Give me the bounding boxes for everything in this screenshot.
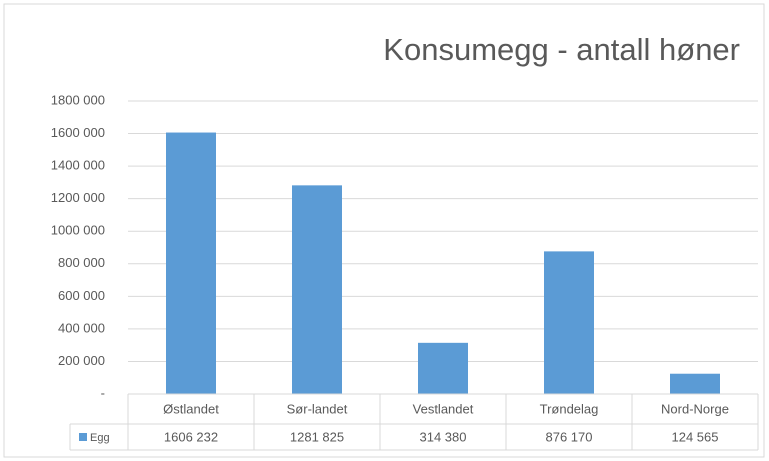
y-tick-label: 1000 000 (51, 223, 105, 238)
y-tick-label: 400 000 (58, 320, 105, 335)
x-tick-label: Nord-Norge (661, 401, 729, 416)
legend-swatch (79, 433, 87, 441)
y-tick-label: 600 000 (58, 288, 105, 303)
bar (166, 132, 216, 394)
y-tick-label: - (101, 385, 105, 400)
data-label: 1281 825 (290, 429, 344, 444)
x-tick-label: Sør-landet (287, 401, 348, 416)
y-tick-label: 800 000 (58, 255, 105, 270)
y-tick-label: 1600 000 (51, 125, 105, 140)
chart-frame (3, 3, 765, 458)
x-tick-label: Vestlandet (413, 401, 474, 416)
data-label: 124 565 (672, 429, 719, 444)
y-tick-label: 1800 000 (51, 92, 105, 107)
bar (544, 251, 594, 394)
x-tick-label: Østlandet (163, 401, 219, 416)
data-label: 876 170 (546, 429, 593, 444)
x-tick-label: Trøndelag (540, 401, 599, 416)
y-tick-label: 1400 000 (51, 158, 105, 173)
y-tick-label: 200 000 (58, 353, 105, 368)
data-label: 1606 232 (164, 429, 218, 444)
data-label: 314 380 (420, 429, 467, 444)
legend-label: Egg (90, 432, 110, 444)
y-tick-label: 1200 000 (51, 190, 105, 205)
bar (670, 373, 720, 394)
chart-title: Konsumegg - antall høner (383, 32, 740, 67)
bar (292, 185, 342, 394)
bar (418, 342, 468, 394)
